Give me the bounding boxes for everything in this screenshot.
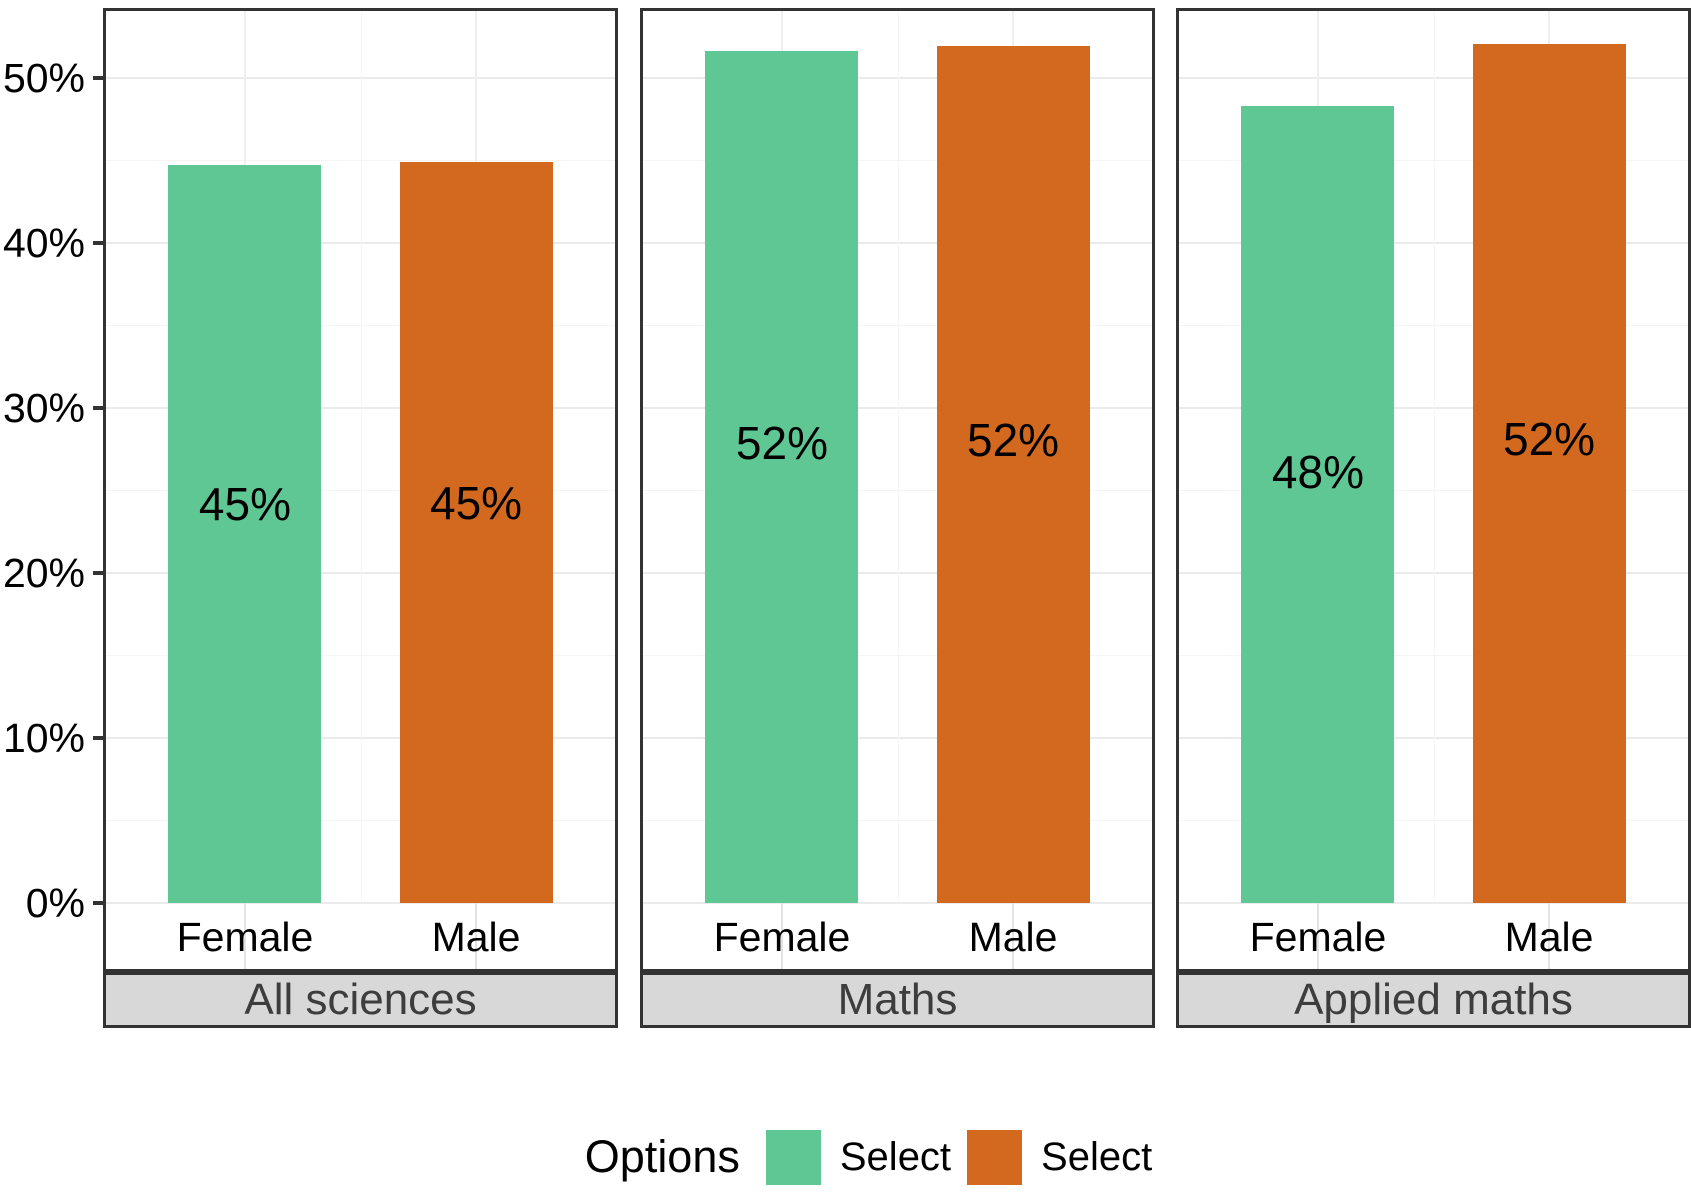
- y-axis-tick-mark: [93, 240, 103, 245]
- legend-item-label: Select: [1041, 1134, 1153, 1179]
- bar-value-label: 48%: [1271, 446, 1364, 499]
- y-axis-tick-label: 10%: [2, 714, 85, 761]
- facet-strip-applied-maths: Applied maths: [1176, 972, 1691, 1028]
- x-axis-tick-mark: [1548, 903, 1551, 969]
- y-axis-tick-label: 50%: [2, 54, 85, 101]
- facet-panel-all-sciences: 45% Female 45% Male: [103, 8, 618, 972]
- legend-item-2: Select: [967, 1129, 1153, 1185]
- legend-item-1: Select: [765, 1129, 952, 1185]
- facet-strip-label: All sciences: [244, 975, 477, 1024]
- category-label-male: Male: [968, 914, 1058, 960]
- facet-strip-label: Applied maths: [1294, 975, 1573, 1024]
- y-axis-tick-mark: [93, 901, 103, 905]
- legend: Options Select Select: [0, 1124, 1691, 1190]
- bar-male-applied-maths: [1472, 44, 1626, 903]
- y-axis-tick-mark: [93, 75, 103, 80]
- facet-strip-all-sciences: All sciences: [103, 972, 618, 1028]
- legend-item-label: Select: [839, 1134, 952, 1179]
- facet-strip-maths: Maths: [640, 972, 1155, 1028]
- y-axis-tick-mark: [93, 405, 103, 410]
- gridline: [360, 11, 362, 903]
- x-axis-tick-mark: [475, 903, 478, 969]
- bar-value-label: 52%: [1502, 413, 1596, 466]
- bar-value-label: 45%: [198, 478, 291, 531]
- y-axis-tick-mark: [93, 570, 103, 575]
- bar-value-label: 45%: [429, 476, 523, 529]
- legend-swatch: [967, 1129, 1023, 1185]
- gridline: [1433, 11, 1435, 903]
- bar-value-label: 52%: [966, 414, 1060, 467]
- bar-male-maths: [936, 46, 1090, 903]
- x-axis-tick-mark: [1012, 903, 1015, 969]
- bar-value-label: 52%: [735, 416, 828, 469]
- gridline: [106, 76, 615, 79]
- bar-male-all-sciences: [399, 161, 553, 903]
- category-label-female: Female: [1249, 914, 1387, 960]
- facet-strip-label: Maths: [837, 975, 958, 1024]
- category-label-male: Male: [1504, 914, 1594, 960]
- category-label-female: Female: [713, 914, 851, 960]
- facet-panel-applied-maths: 48% Female 52% Male: [1176, 8, 1691, 972]
- category-label-female: Female: [176, 914, 314, 960]
- bar-female-applied-maths: [1241, 105, 1395, 903]
- legend-title: Options: [584, 1131, 740, 1182]
- category-label-male: Male: [431, 914, 521, 960]
- bar-female-maths: [705, 51, 859, 903]
- y-axis-tick-label: 0%: [25, 880, 85, 926]
- bar-female-all-sciences: [168, 165, 322, 903]
- legend-swatch: [765, 1129, 821, 1185]
- x-axis-tick-mark: [243, 903, 246, 969]
- x-axis-tick-mark: [1316, 903, 1319, 969]
- x-axis-tick-mark: [780, 903, 783, 969]
- legend-items: Select Select: [765, 1129, 1168, 1185]
- y-axis-tick-label: 40%: [2, 219, 85, 266]
- gridline: [897, 11, 899, 903]
- y-axis-tick-mark: [93, 735, 103, 740]
- y-axis-tick-label: 20%: [2, 549, 85, 596]
- y-axis-tick-label: 30%: [2, 384, 85, 431]
- facet-panel-maths: 52% Female 52% Male: [640, 8, 1155, 972]
